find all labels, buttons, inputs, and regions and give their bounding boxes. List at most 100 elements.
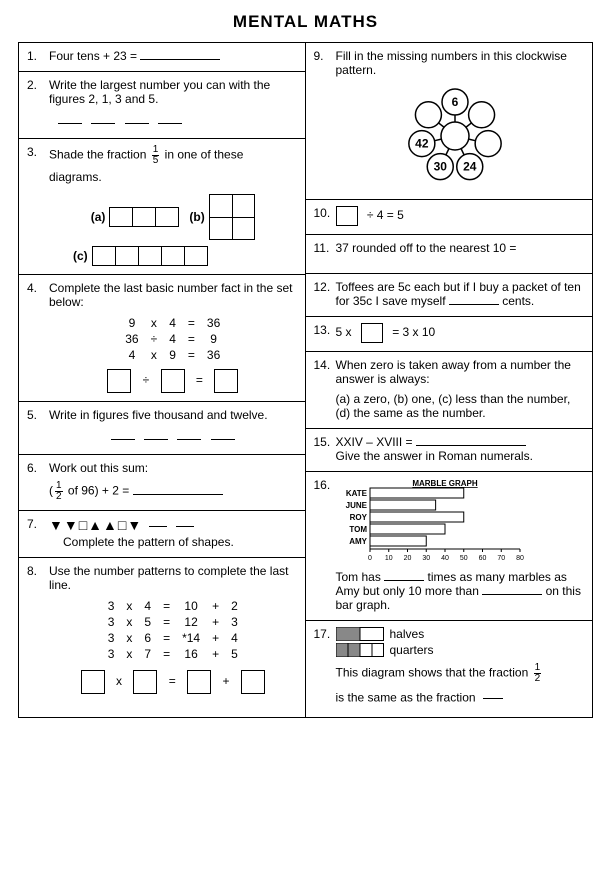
svg-text:MARBLE GRAPH: MARBLE GRAPH (412, 479, 478, 488)
svg-text:0: 0 (368, 555, 372, 562)
q8-num: 8. (27, 564, 49, 694)
svg-text:JUNE: JUNE (345, 501, 367, 510)
q12-t2: cents. (502, 294, 534, 308)
q5-blank[interactable] (111, 439, 135, 440)
q15: 15. XXIV – XVIII = Give the answer in Ro… (306, 429, 593, 472)
svg-text:TOM: TOM (349, 525, 367, 534)
q9-diagram: 6243042 (390, 81, 530, 191)
q17-t1: This diagram shows that the fraction (336, 666, 529, 680)
q17-fd: 2 (534, 674, 542, 684)
q3-num: 3. (27, 145, 49, 266)
q8: 8. Use the number patterns to complete t… (19, 558, 305, 702)
q6-rest: of 96) + 2 = (68, 484, 129, 498)
svg-text:40: 40 (441, 555, 449, 562)
q6-fd: 2 (55, 492, 63, 502)
q5-blank[interactable] (177, 439, 201, 440)
q7-num: 7. (27, 517, 49, 549)
q3-dia-b[interactable] (209, 194, 255, 240)
q10: 10. ÷ 4 = 5 (306, 200, 593, 235)
q9-text: Fill in the missing numbers in this cloc… (336, 49, 585, 77)
q11-text: 37 rounded off to the nearest 10 = (336, 241, 585, 255)
q2-blank[interactable] (58, 123, 82, 124)
q16-blank2[interactable] (482, 594, 542, 595)
q7: 7. ▼▼□▲▲□▼ Complete the pattern of shape… (19, 511, 305, 558)
q17: 17. halves (306, 621, 593, 717)
q15-num: 15. (314, 435, 336, 463)
svg-text:6: 6 (451, 95, 458, 109)
q3-t1: Shade the fraction (49, 148, 146, 162)
q16-t1: Tom has (336, 570, 381, 584)
q6-blank[interactable] (133, 494, 223, 495)
q8-box[interactable] (81, 670, 105, 694)
q13-pre: 5 x (336, 325, 352, 339)
q3-dia-a[interactable] (109, 207, 179, 227)
q2-num: 2. (27, 78, 49, 130)
svg-text:ROY: ROY (349, 513, 367, 522)
q10-expr: ÷ 4 = 5 (367, 208, 404, 222)
worksheet: 1. Four tens + 23 = 2. Write the largest… (18, 42, 593, 718)
q8-box[interactable] (133, 670, 157, 694)
q11: 11. 37 rounded off to the nearest 10 = (306, 235, 593, 274)
q16: 16. MARBLE GRAPHKATEJUNEROYTOMAMY0102030… (306, 472, 593, 621)
q14-text: When zero is taken away from a number th… (336, 358, 585, 386)
q15-blank[interactable] (416, 445, 526, 446)
q16-num: 16. (314, 478, 336, 612)
q1-blank[interactable] (140, 59, 220, 60)
q1-num: 1. (27, 49, 49, 63)
page-title: MENTAL MATHS (18, 12, 593, 32)
q3-frac-den: 5 (152, 156, 160, 166)
q17-halves: halves (390, 627, 425, 641)
q13-box[interactable] (361, 323, 383, 343)
q4-box3[interactable] (214, 369, 238, 393)
q6-num: 6. (27, 461, 49, 502)
q17-num: 17. (314, 627, 336, 709)
q14-opts: (a) a zero, (b) one, (c) less than the n… (336, 392, 585, 420)
q9-num: 9. (314, 49, 336, 191)
q10-num: 10. (314, 206, 336, 226)
q3-a: (a) (91, 210, 106, 224)
q15-pre: XXIV – XVIII = (336, 435, 413, 449)
svg-text:70: 70 (497, 555, 505, 562)
q15-text: Give the answer in Roman numerals. (336, 449, 585, 463)
q2-blank[interactable] (125, 123, 149, 124)
q4-box1[interactable] (107, 369, 131, 393)
q7-text: Complete the pattern of shapes. (63, 535, 297, 549)
q8-box[interactable] (241, 670, 265, 694)
q3-dia-c[interactable] (92, 246, 208, 266)
q5-blank[interactable] (144, 439, 168, 440)
svg-text:10: 10 (384, 555, 392, 562)
q17-t2: is the same as the fraction (336, 691, 476, 705)
q16-blank1[interactable] (384, 580, 424, 581)
q13-post: = 3 x 10 (392, 325, 435, 339)
q17-quarters-icon (336, 643, 384, 657)
q14-num: 14. (314, 358, 336, 420)
q12: 12. Toffees are 5c each but if I buy a p… (306, 274, 593, 317)
q2-blank[interactable] (158, 123, 182, 124)
q4-text: Complete the last basic number fact in t… (49, 281, 297, 309)
q3-c: (c) (73, 249, 88, 263)
q17-ans-den[interactable] (483, 699, 503, 709)
q5-text: Write in figures five thousand and twelv… (49, 408, 297, 422)
svg-text:20: 20 (403, 555, 411, 562)
q7-blank[interactable] (149, 526, 167, 527)
q17-quarters: quarters (390, 643, 434, 657)
q12-blank[interactable] (449, 304, 499, 305)
q4-num: 4. (27, 281, 49, 393)
svg-text:50: 50 (459, 555, 467, 562)
q7-blank[interactable] (176, 526, 194, 527)
svg-text:30: 30 (433, 160, 447, 174)
q8-box[interactable] (187, 670, 211, 694)
q13-num: 13. (314, 323, 336, 343)
q1-text: Four tens + 23 = (49, 49, 137, 63)
svg-text:KATE: KATE (345, 489, 367, 498)
svg-text:30: 30 (422, 555, 430, 562)
q2-blank[interactable] (91, 123, 115, 124)
q10-box[interactable] (336, 206, 358, 226)
q5-blank[interactable] (211, 439, 235, 440)
q8-text: Use the number patterns to complete the … (49, 564, 297, 592)
q4-box2[interactable] (161, 369, 185, 393)
q2: 2. Write the largest number you can with… (19, 72, 305, 139)
svg-text:60: 60 (478, 555, 486, 562)
q11-num: 11. (314, 241, 336, 255)
q1: 1. Four tens + 23 = (19, 43, 305, 72)
